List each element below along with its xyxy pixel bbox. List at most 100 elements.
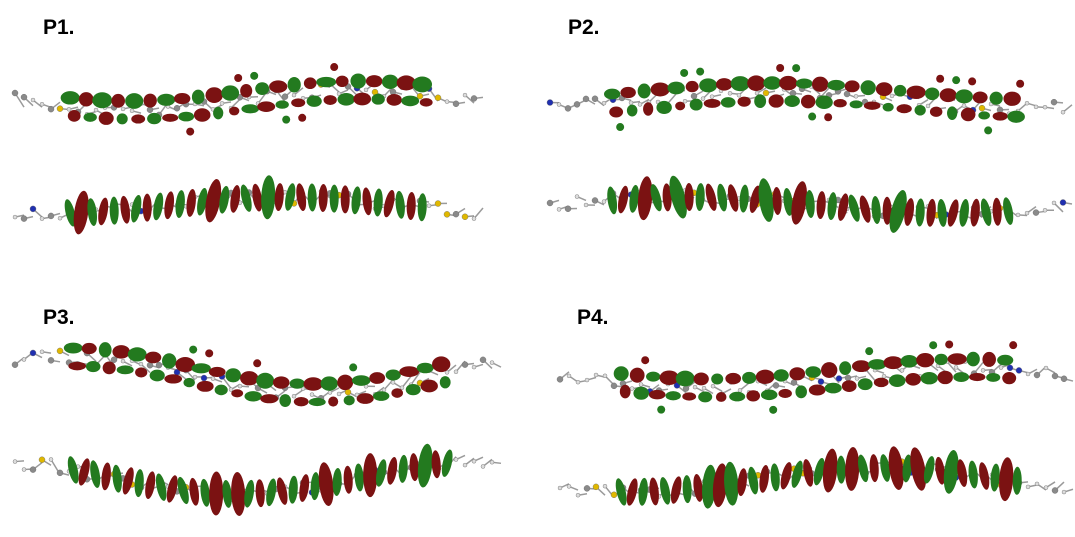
orbital-lobe [770, 463, 781, 492]
orbital-lobe [109, 197, 119, 225]
orbital-lobe [239, 184, 254, 213]
atom [691, 93, 697, 99]
panel-label: P4. [577, 306, 609, 329]
orbital-lobe [288, 77, 301, 93]
atom [67, 107, 71, 111]
atom [565, 206, 571, 212]
orbital-lobe [907, 86, 926, 99]
orbital-lobe [343, 466, 353, 494]
orbital-lobe [746, 390, 760, 401]
atom [1052, 487, 1058, 493]
orbital-lobe [969, 373, 985, 381]
atom [710, 95, 714, 99]
orbital-lobe [76, 457, 92, 486]
orbital-lobe [273, 376, 290, 388]
orbital-lobe [432, 356, 450, 372]
atom [855, 376, 859, 380]
orbital-lobe [739, 184, 750, 213]
orbital-lobe [905, 373, 921, 386]
orbital-lobe [646, 372, 660, 382]
atom [40, 102, 44, 106]
orbital-lobe [303, 377, 322, 391]
atom [472, 365, 476, 369]
orbital-lobe [769, 406, 777, 414]
orbital-lobe [897, 104, 912, 113]
orbital-lobe [997, 355, 1013, 366]
orbital-lobe [398, 455, 409, 483]
orbital-lobe [192, 363, 211, 373]
molecule [12, 63, 483, 136]
atom [1060, 200, 1066, 206]
orbital-lobe [440, 376, 451, 388]
orbital-lobe [68, 110, 81, 122]
atom [701, 97, 705, 101]
orbital-lobe [620, 385, 631, 399]
orbital-lobe [992, 198, 1002, 226]
orbital-lobe [112, 345, 130, 359]
atom [639, 383, 643, 387]
orbital-lobe [894, 85, 906, 97]
atom [836, 376, 842, 382]
atom [454, 370, 458, 374]
orbital-lobe [68, 362, 86, 371]
orbital-lobe [948, 353, 967, 365]
atom [602, 200, 606, 204]
orbital-lobe [984, 126, 992, 134]
atom [282, 94, 288, 100]
orbital-lobe [1016, 80, 1024, 88]
orbital-lobe [682, 475, 692, 503]
orbital-lobe [604, 89, 620, 100]
atom [1062, 490, 1066, 494]
atom [427, 204, 431, 208]
atom [844, 91, 850, 97]
atom [683, 99, 687, 103]
orbital-lobe [993, 112, 1008, 121]
orbital-lobe [406, 192, 416, 220]
orbital-lobe [921, 372, 938, 384]
atom [890, 94, 894, 98]
orbital-lobe [257, 101, 275, 112]
orbital-lobe [763, 76, 781, 89]
atom [201, 375, 207, 381]
atom [57, 348, 63, 354]
orbital-lobe [696, 68, 704, 76]
orbital-lobe [230, 472, 246, 517]
orbital-lobe [260, 394, 278, 403]
atom [1052, 373, 1058, 379]
atom [702, 386, 706, 390]
atom [575, 195, 579, 199]
orbital-lobe [676, 371, 695, 387]
orbital-lobe [680, 69, 688, 77]
orbital-lobe [990, 92, 1003, 105]
orbital-lobe [769, 94, 784, 107]
atom [1061, 110, 1065, 114]
orbital-lobe [256, 373, 274, 389]
atom [574, 101, 580, 107]
orbital-lobe [84, 113, 97, 122]
atom [728, 91, 732, 95]
orbital-lobe [337, 375, 353, 390]
atom [584, 203, 588, 207]
atom [30, 467, 36, 473]
atom [130, 109, 134, 113]
orbital-lobe [1007, 111, 1025, 123]
atom [1044, 486, 1048, 490]
orbital-lobe [657, 406, 665, 414]
orbital-lobe [111, 464, 123, 493]
orbital-lobe [779, 76, 797, 90]
orbital-lobe [1002, 372, 1016, 384]
atom [979, 105, 985, 111]
orbital-lobe [134, 469, 145, 498]
orbital-lobe [352, 375, 371, 386]
orbital-lobe [328, 397, 338, 407]
orbital-lobe [889, 374, 906, 387]
orbital-lobe [229, 184, 242, 213]
atom [121, 359, 125, 363]
atom [57, 470, 63, 476]
page: P1. P2. P3. P4. (() => { const data = JS… [0, 0, 1075, 537]
orbital-lobe [815, 95, 832, 109]
orbital-lobe [845, 80, 860, 92]
atom [238, 384, 242, 388]
orbital-lobe [874, 378, 889, 388]
atom [603, 484, 607, 488]
